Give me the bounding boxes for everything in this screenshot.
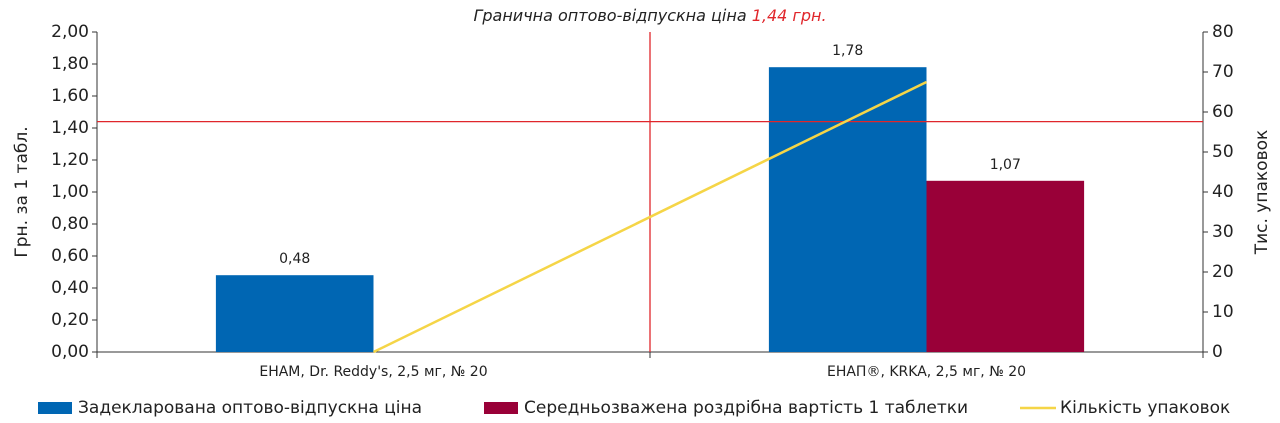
y2-tick-label: 60 bbox=[1212, 102, 1234, 122]
y-tick-label: 1,00 bbox=[51, 182, 89, 202]
y-tick-label: 1,40 bbox=[51, 118, 89, 138]
y2-tick-label: 50 bbox=[1212, 142, 1234, 162]
data-label: 0,48 bbox=[279, 251, 310, 267]
x-tick-label: ЕНАП®, KRKA, 2,5 мг, № 20 bbox=[827, 364, 1026, 380]
legend-label: Кількість упаковок bbox=[1060, 398, 1230, 418]
y-tick-label: 0,60 bbox=[51, 246, 89, 266]
y-tick-label: 1,80 bbox=[51, 54, 89, 74]
data-label: 1,07 bbox=[990, 157, 1021, 173]
bar bbox=[768, 67, 927, 352]
y2-tick-label: 30 bbox=[1212, 222, 1234, 242]
legend-label: Задекларована оптово-відпускна ціна bbox=[78, 398, 422, 418]
legend-swatch bbox=[484, 402, 518, 414]
y-tick-label: 2,00 bbox=[51, 22, 89, 42]
y2-tick-label: 20 bbox=[1212, 262, 1234, 282]
y2-tick-label: 0 bbox=[1212, 342, 1223, 362]
threshold-value: 1,44 грн. bbox=[752, 6, 827, 25]
legend-label: Середньозважена роздрібна вартість 1 таб… bbox=[524, 398, 968, 418]
line-series bbox=[372, 80, 928, 354]
y2-tick-label: 10 bbox=[1212, 302, 1234, 322]
y-tick-label: 1,20 bbox=[51, 150, 89, 170]
y-tick-label: 0,40 bbox=[51, 278, 89, 298]
y-tick-label: 0,80 bbox=[51, 214, 89, 234]
y2-tick-label: 40 bbox=[1212, 182, 1234, 202]
chart-title: Гранична оптово-відпускна ціна 1,44 грн. bbox=[473, 6, 826, 25]
data-label: 1,78 bbox=[832, 43, 863, 59]
bar bbox=[215, 275, 374, 352]
threshold-label: Гранична оптово-відпускна ціна bbox=[473, 6, 746, 25]
legend-swatch bbox=[38, 402, 72, 414]
y-axis-label: Грн. за 1 табл. bbox=[12, 126, 32, 257]
y2-tick-label: 80 bbox=[1212, 22, 1234, 42]
y2-tick-label: 70 bbox=[1212, 62, 1234, 82]
x-tick-label: ЕНАМ, Dr. Reddy's, 2,5 мг, № 20 bbox=[259, 364, 487, 380]
bar bbox=[926, 180, 1085, 352]
y-tick-label: 0,20 bbox=[51, 310, 89, 330]
y-tick-label: 1,60 bbox=[51, 86, 89, 106]
y2-axis-label: Тис. упаковок bbox=[1252, 130, 1272, 256]
y-tick-label: 0,00 bbox=[51, 342, 89, 362]
